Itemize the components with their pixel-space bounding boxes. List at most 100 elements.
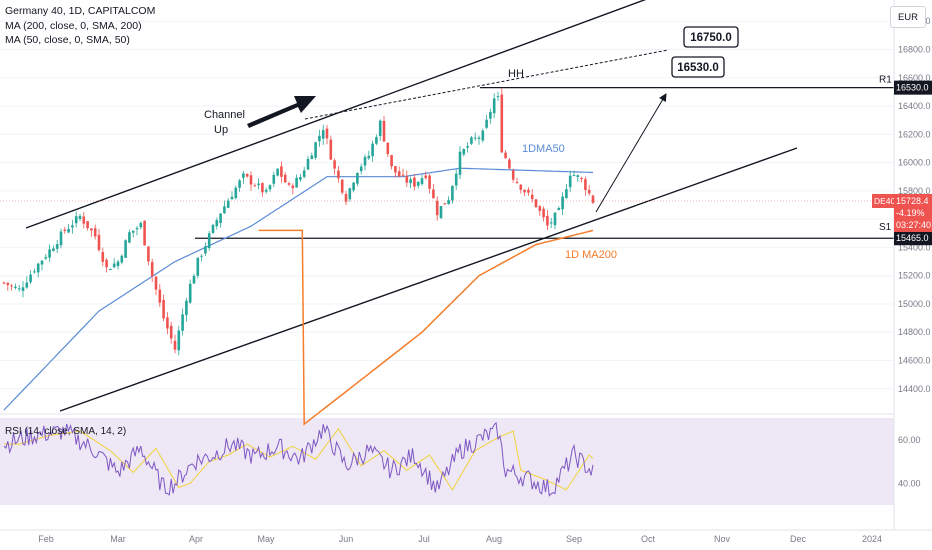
candle-body bbox=[21, 287, 25, 291]
candle-body bbox=[470, 137, 473, 144]
price-tick-label: 15400.0 bbox=[898, 242, 931, 252]
candle-body bbox=[511, 170, 515, 180]
candle-body bbox=[280, 166, 283, 177]
currency-button[interactable]: EUR bbox=[890, 6, 926, 28]
candle-body bbox=[112, 263, 116, 268]
channel-label: Channel bbox=[204, 109, 245, 121]
candle-body bbox=[238, 180, 241, 188]
legend-ma50: MA (50, close, 0, SMA, 50) bbox=[5, 34, 130, 46]
candle-body bbox=[185, 300, 188, 316]
time-tick-label: Aug bbox=[486, 534, 502, 544]
candle-body bbox=[397, 171, 401, 177]
candle-body bbox=[166, 317, 169, 329]
candle-body bbox=[86, 221, 89, 229]
candle-body bbox=[40, 260, 44, 265]
candle-body bbox=[375, 137, 378, 144]
candle-body bbox=[105, 259, 108, 268]
rsi-tick-label: 60.00 bbox=[898, 435, 921, 445]
candle-body bbox=[192, 275, 196, 284]
candle-body bbox=[131, 230, 135, 233]
symbol-tag bbox=[872, 193, 894, 208]
candle-body bbox=[504, 152, 507, 159]
r1-label: R1 bbox=[879, 75, 892, 86]
candle-body bbox=[337, 170, 340, 179]
candle-body bbox=[477, 137, 481, 139]
candle-body bbox=[177, 330, 181, 351]
candle-body bbox=[367, 155, 371, 159]
candle-body bbox=[568, 175, 572, 188]
candle-body bbox=[52, 248, 55, 251]
candle-body bbox=[181, 314, 184, 331]
candle-body bbox=[245, 173, 249, 177]
candle-body bbox=[261, 183, 264, 193]
hh-trendline bbox=[304, 49, 669, 120]
candle-body bbox=[489, 112, 492, 119]
candle-body bbox=[591, 195, 595, 203]
candle-body bbox=[276, 168, 279, 176]
ma200-label: 1D MA200 bbox=[565, 249, 617, 261]
channel-arrow-icon bbox=[247, 96, 316, 128]
candle-body bbox=[29, 274, 32, 283]
candle-body bbox=[25, 282, 29, 288]
candle-body bbox=[378, 120, 382, 137]
time-tick-label: Oct bbox=[641, 534, 656, 544]
candle-body bbox=[363, 156, 367, 166]
price-tick-label: 14400.0 bbox=[898, 384, 931, 394]
countdown-label: 03:27:40 bbox=[896, 220, 931, 230]
s1-price-label: 15465.0 bbox=[896, 233, 929, 243]
candle-body bbox=[295, 177, 298, 188]
channel-lower-line bbox=[59, 147, 798, 412]
candle-body bbox=[128, 232, 131, 243]
candle-body bbox=[268, 185, 272, 190]
candle-body bbox=[44, 257, 48, 259]
candle-body bbox=[120, 255, 124, 263]
candle-body bbox=[420, 178, 424, 185]
candle-body bbox=[109, 269, 112, 271]
candle-body bbox=[557, 208, 561, 210]
price-tick-label: 14800.0 bbox=[898, 327, 931, 337]
candle-body bbox=[390, 155, 393, 167]
candle-body bbox=[150, 262, 154, 277]
candle-body bbox=[147, 246, 150, 262]
time-tick-label: Jul bbox=[418, 534, 430, 544]
target-arrow bbox=[595, 93, 667, 213]
candle-body bbox=[318, 135, 321, 142]
candle-body bbox=[48, 249, 51, 258]
candle-body bbox=[542, 208, 545, 218]
candle-body bbox=[534, 199, 538, 208]
candle-body bbox=[135, 228, 139, 230]
candle-body bbox=[188, 283, 192, 303]
candle-body bbox=[435, 200, 439, 216]
candle-body bbox=[211, 224, 215, 233]
candle-body bbox=[310, 155, 314, 160]
r1-price-label: 16530.0 bbox=[896, 83, 929, 93]
candle-body bbox=[329, 139, 333, 160]
candle-body bbox=[82, 216, 86, 224]
candle-body bbox=[447, 200, 450, 205]
candle-body bbox=[485, 119, 488, 128]
candle-body bbox=[496, 96, 500, 98]
candle-body bbox=[299, 177, 302, 180]
candle-body bbox=[576, 175, 580, 178]
price-tick-label: 15000.0 bbox=[898, 299, 931, 309]
candle-body bbox=[333, 160, 336, 169]
candle-body bbox=[424, 175, 428, 179]
candle-body bbox=[519, 184, 523, 190]
candle-body bbox=[572, 175, 576, 177]
price-tick-label: 16600.0 bbox=[898, 73, 931, 83]
candle-body bbox=[492, 98, 496, 114]
candle-body bbox=[348, 188, 352, 200]
candle-body bbox=[530, 194, 534, 200]
time-tick-label: Sep bbox=[566, 534, 582, 544]
candle-body bbox=[462, 149, 466, 155]
change-label: -4.19% bbox=[896, 208, 925, 218]
price-tick-label: 15800.0 bbox=[898, 186, 931, 196]
candle-body bbox=[443, 203, 447, 205]
candle-body bbox=[314, 142, 317, 158]
candle-body bbox=[204, 246, 207, 254]
candle-body bbox=[580, 178, 583, 180]
price-tick-label: 16800.0 bbox=[898, 44, 931, 54]
chart-legend: Germany 40, 1D, CAPITALCOM MA (200, clos… bbox=[5, 4, 155, 48]
candle-body bbox=[382, 120, 386, 142]
